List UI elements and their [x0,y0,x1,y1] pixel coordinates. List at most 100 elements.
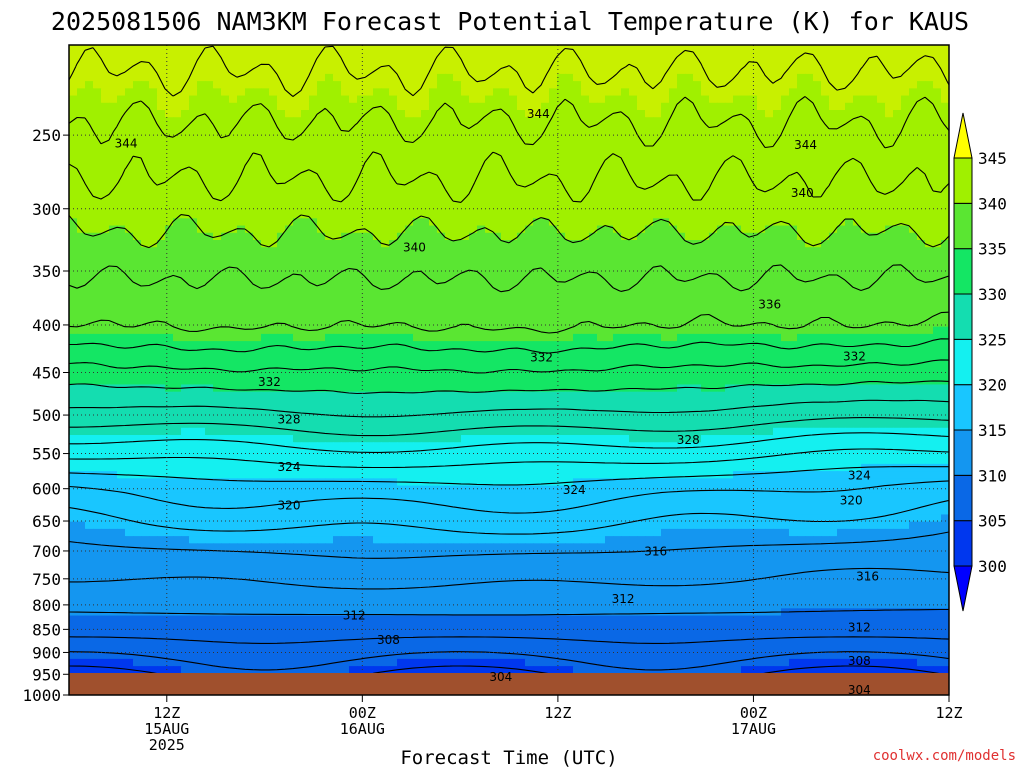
field-cell [485,348,494,357]
field-cell [77,348,86,357]
field-cell [349,370,358,378]
field-cell [685,247,694,256]
field-cell [189,319,198,328]
field-cell [421,102,430,111]
field-cell [461,153,470,162]
field-cell [413,211,422,219]
field-cell [893,88,902,97]
field-cell [829,268,838,277]
field-cell [589,153,598,162]
field-cell [485,66,494,75]
field-cell [549,160,558,169]
field-cell [341,254,350,263]
field-cell [885,312,894,321]
field-cell [701,362,710,371]
field-cell [573,59,582,68]
field-cell [677,81,686,89]
field-cell [293,247,302,256]
field-cell [173,283,182,292]
field-cell [213,153,222,162]
field-cell [597,59,606,68]
field-cell [501,297,510,306]
field-cell [317,95,326,104]
field-cell [453,305,462,313]
field-cell [189,254,198,263]
field-cell [717,305,726,313]
field-cell [85,167,94,176]
field-cell [221,203,230,212]
field-cell [925,138,934,147]
field-cell [269,52,278,61]
field-cell [797,203,806,212]
field-cell [213,189,222,198]
field-cell [541,247,550,256]
field-cell [77,254,86,263]
field-cell [645,117,654,126]
field-cell [93,268,102,277]
field-cell [181,146,190,154]
field-cell [309,124,318,133]
field-cell [357,362,366,371]
field-cell [797,88,806,97]
field-cell [381,225,390,234]
field-cell [125,341,134,349]
field-cell [677,189,686,198]
field-cell [245,66,254,75]
field-cell [133,95,142,104]
field-cell [885,240,894,248]
field-cell [885,297,894,306]
field-cell [869,175,878,183]
field-cell [757,167,766,176]
field-cell [861,232,870,241]
field-cell [629,362,638,371]
field-cell [581,305,590,313]
field-cell [437,175,446,183]
field-cell [749,362,758,371]
field-cell [901,268,910,277]
field-cell [397,95,406,104]
field-cell [477,283,486,292]
field-cell [941,326,949,335]
field-cell [597,305,606,313]
field-cell [773,247,782,256]
field-cell [917,312,926,321]
field-cell [261,102,270,111]
field-cell [861,189,870,198]
field-cell [309,59,318,68]
field-cell [189,240,198,248]
field-cell [917,52,926,61]
field-cell [117,167,126,176]
field-cell [749,240,758,248]
field-cell [917,146,926,154]
field-cell [701,247,710,256]
field-cell [733,81,742,89]
field-cell [901,66,910,75]
field-cell [573,138,582,147]
field-cell [149,305,158,313]
field-cell [453,175,462,183]
field-cell [325,247,334,256]
field-cell [813,254,822,263]
field-cell [245,196,254,205]
field-cell [309,305,318,313]
field-cell [693,247,702,256]
field-cell [509,312,518,321]
field-cell [853,73,862,82]
field-cell [805,283,814,292]
field-cell [477,355,486,364]
field-cell [125,225,134,234]
field-cell [429,319,438,328]
field-cell [261,146,270,154]
field-cell [941,333,949,342]
field-cell [629,240,638,248]
field-cell [829,355,838,364]
field-cell [445,66,454,75]
field-cell [725,153,734,162]
field-cell [877,312,886,321]
field-cell [157,138,166,147]
field-cell [149,326,158,335]
field-cell [325,189,334,198]
field-cell [413,167,422,176]
field-cell [509,211,518,219]
field-cell [541,254,550,263]
